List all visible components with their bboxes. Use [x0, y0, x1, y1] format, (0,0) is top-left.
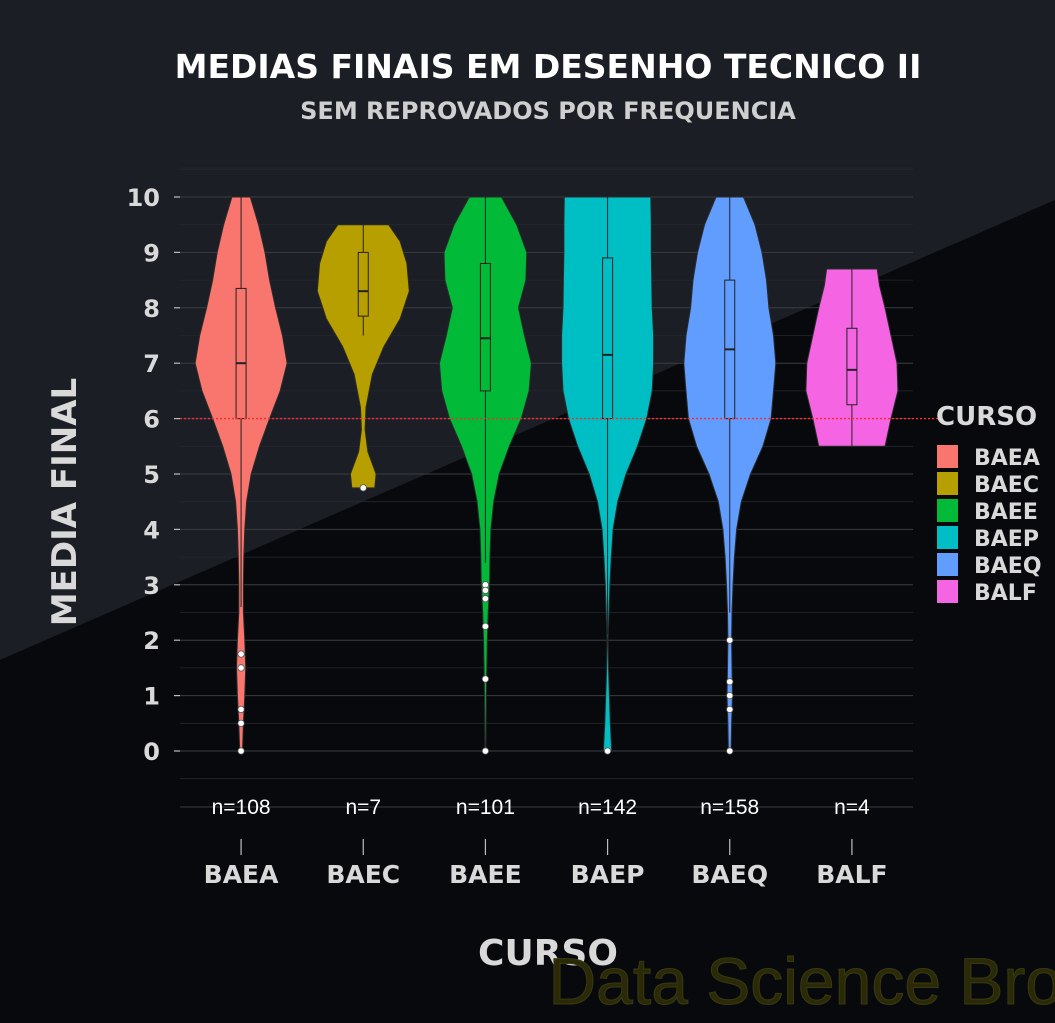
outlier-point: [726, 678, 734, 686]
count-label: n=7: [345, 796, 381, 819]
x-tick-label: BAEC: [326, 860, 400, 889]
x-tick-label: BAEA: [204, 860, 279, 889]
legend-label: BAEQ: [974, 554, 1042, 579]
outlier-point: [237, 705, 245, 714]
grid: [180, 167, 913, 808]
legend-label: BAEA: [974, 446, 1040, 471]
x-tick-label: BAEP: [571, 860, 645, 889]
outlier-point: [481, 675, 490, 683]
x-tick-label: BALF: [816, 860, 887, 889]
legend-swatch: [937, 472, 958, 495]
legend-swatch: [937, 445, 958, 468]
box-baep: [602, 257, 614, 420]
legend-label: BAEP: [974, 527, 1039, 552]
watermark: Data Science Broon: [548, 944, 1055, 1018]
y-tick-label: 7: [143, 350, 160, 378]
count-label: n=101: [456, 796, 515, 819]
y-tick-label: 1: [143, 683, 160, 711]
outlier-point: [481, 622, 490, 630]
y-tick-label: 10: [127, 184, 160, 212]
chart-subtitle: SEM REPROVADOS POR FREQUENCIA: [300, 97, 796, 125]
legend-title: CURSO: [936, 402, 1037, 432]
box-balf: [846, 327, 858, 406]
outlier-point: [481, 586, 490, 594]
legend-swatch: [937, 580, 958, 603]
outlier-point: [237, 747, 245, 755]
outlier-point: [237, 650, 245, 658]
box-baec: [357, 251, 369, 317]
outlier-point: [237, 719, 245, 727]
y-tick-label: 5: [143, 461, 160, 489]
outlier-point: [481, 747, 490, 755]
count-label: n=4: [834, 796, 870, 819]
legend-label: BALF: [974, 581, 1037, 606]
count-label: n=142: [578, 796, 637, 819]
y-tick-label: 8: [143, 295, 160, 323]
y-tick-label: 0: [143, 738, 160, 766]
outlier-point: [726, 747, 734, 755]
count-label: n=158: [700, 796, 759, 819]
outlier-point: [237, 664, 245, 672]
legend-swatch: [937, 553, 958, 576]
chart-title: MEDIAS FINAIS EM DESENHO TECNICO II: [175, 47, 922, 86]
legend-label: BAEE: [974, 500, 1038, 525]
y-tick-label: 4: [143, 516, 160, 544]
x-tick-label: BAEQ: [691, 860, 768, 889]
outlier-point: [359, 484, 367, 492]
violin-baec: [316, 224, 410, 489]
x-axis: n=108 BAEA n=7 BAEC n=101 BAEE n=142 BAEP n=158 B…: [204, 796, 888, 889]
y-tick-label: 3: [143, 572, 160, 600]
x-axis-label: CURSO: [478, 933, 618, 974]
outlier-point: [726, 705, 734, 714]
legend-swatch: [937, 526, 958, 549]
y-tick-label: 9: [143, 239, 160, 267]
box-baee: [479, 262, 491, 392]
outlier-point: [726, 691, 734, 700]
x-tick-label: BAEE: [449, 860, 522, 889]
y-tick-label: 6: [143, 406, 160, 434]
background-shade-dark: [0, 200, 1055, 1023]
legend-swatch: [937, 499, 958, 522]
y-axis: 0 1 2 3 4 5 6 7 8 9 10: [127, 184, 180, 766]
outlier-point: [726, 636, 734, 644]
legend-label: BAEC: [974, 473, 1039, 498]
count-label: n=108: [212, 796, 271, 819]
violin-balf: [805, 268, 899, 447]
y-tick-label: 2: [143, 627, 160, 655]
y-axis-label: MEDIA FINAL: [45, 378, 85, 626]
outlier-point: [603, 747, 612, 755]
outlier-point: [481, 595, 490, 603]
violins-layer: [194, 196, 899, 755]
background-shade: [0, 0, 1055, 660]
